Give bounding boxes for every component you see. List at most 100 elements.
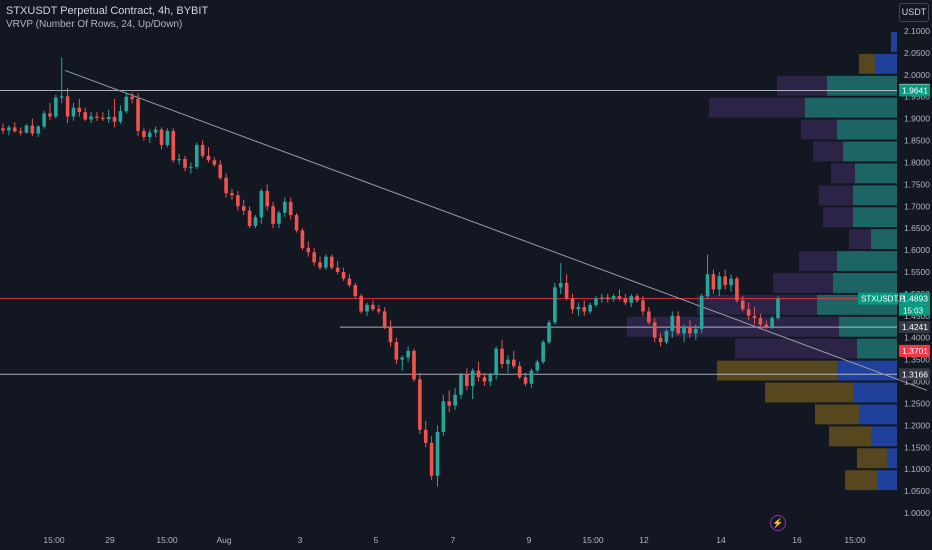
candle-body-24 (142, 130, 146, 138)
candle-body-104 (611, 296, 616, 300)
vp-row-down-17 (709, 97, 805, 118)
vp-row-down-14 (831, 163, 855, 184)
candle-body-123 (723, 276, 727, 286)
candle-body-6 (36, 126, 41, 134)
candle-body-54 (318, 262, 322, 268)
price-tick-label-14: 1.7000 (904, 201, 930, 211)
candle-body-118 (694, 328, 698, 334)
time-tick-label-8: 15:00 (582, 535, 604, 545)
candle-body-89 (523, 377, 528, 384)
hline-label-0-bg (899, 84, 930, 97)
time-tick-label-9: 12 (639, 535, 649, 545)
vp-row-up-5 (837, 360, 897, 381)
candlesticks (1, 57, 780, 487)
price-tick-label-11: 1.5500 (904, 267, 930, 277)
candle-body-113 (664, 331, 669, 343)
candle-body-132 (776, 298, 780, 319)
candle-body-59 (347, 278, 352, 286)
candle-body-23 (136, 98, 140, 131)
vp-row-down-16 (801, 119, 837, 140)
candle-body-88 (517, 366, 522, 378)
vp-row-up-2 (871, 426, 897, 447)
candle-body-73 (429, 442, 434, 476)
symbol-tag-bg (858, 292, 898, 305)
hline-label-1: 1.4893 (902, 294, 928, 304)
candle-body-36 (212, 160, 217, 165)
price-tick-label-7: 1.3500 (904, 355, 930, 365)
trendline[interactable] (64, 69, 928, 391)
candle-body-5 (30, 125, 35, 134)
vp-row-up-13 (853, 185, 897, 206)
candle-body-20 (118, 111, 123, 122)
candle-body-56 (329, 256, 334, 268)
candle-body-57 (335, 267, 340, 272)
price-tick-label-20: 2.0000 (904, 70, 930, 80)
candle-body-122 (717, 276, 722, 290)
currency-button[interactable]: USDT (899, 3, 929, 22)
candle-body-17 (101, 117, 105, 120)
candle-body-48 (283, 201, 287, 213)
candle-body-110 (647, 311, 651, 323)
candle-body-10 (59, 96, 64, 98)
candle-body-82 (482, 377, 487, 382)
time-tick-label-1: 29 (105, 535, 115, 545)
price-tick-label-16: 1.8000 (904, 157, 930, 167)
hline-label-1-bg (899, 292, 930, 305)
price-tick-label-5: 1.2500 (904, 398, 930, 408)
candle-body-27 (159, 129, 164, 145)
candle-body-103 (605, 297, 610, 300)
hline-label-2: 1.4241 (902, 322, 928, 332)
candle-body-34 (200, 144, 205, 156)
time-tick-label-11: 16 (792, 535, 802, 545)
vp-row-up-10 (837, 251, 897, 271)
price-tick-label-2: 1.1000 (904, 464, 930, 474)
indicator-label[interactable]: VRVP (Number Of Rows, 24, Up/Down) (6, 19, 183, 30)
candle-body-105 (617, 296, 622, 299)
price-tick-label-19: 1.9500 (904, 92, 930, 102)
candle-body-112 (658, 337, 663, 343)
candle-body-107 (629, 296, 634, 303)
vp-row-down-1 (857, 448, 887, 469)
price-labels: 1.96561.48861.37011.96411.4893STXUSDT.P1… (858, 83, 930, 381)
candle-body-42 (247, 210, 252, 226)
candle-body-63 (371, 304, 375, 310)
candle-body-18 (106, 116, 111, 120)
price-tick-label-3: 1.1500 (904, 442, 930, 452)
vp-row-down-8 (697, 294, 817, 315)
candle-body-127 (746, 309, 751, 316)
candle-body-8 (48, 113, 52, 117)
candle-body-74 (435, 431, 440, 476)
candle-body-84 (494, 348, 498, 375)
vp-row-up-19 (875, 53, 897, 74)
price-tick-label-18: 1.9000 (904, 114, 930, 124)
price-tick-label-12: 1.6000 (904, 245, 930, 255)
price-tick-label-21: 2.0500 (904, 48, 930, 58)
candle-body-19 (112, 116, 117, 122)
candle-body-7 (42, 113, 46, 127)
candle-body-77 (453, 394, 457, 406)
candle-body-85 (500, 348, 504, 365)
candle-body-67 (394, 342, 399, 360)
candle-body-87 (511, 359, 516, 367)
candle-body-44 (259, 190, 264, 218)
trendline-segment (64, 69, 928, 391)
vp-row-down-9 (773, 273, 833, 293)
candle-body-39 (230, 193, 234, 196)
time-axis[interactable]: 15:00 29 15:00 Aug 3 5 7 9 15:00 12 14 16 15:00 (43, 535, 866, 545)
lightning-icon[interactable]: ⚡ (770, 515, 786, 531)
price-axis[interactable]: 1.0000 1.0500 1.1000 1.1500 1.2000 1.2500 1.30… (904, 26, 930, 518)
vp-row-down-12 (823, 207, 853, 228)
time-tick-label-6: 7 (451, 535, 456, 545)
candle-body-65 (382, 311, 387, 327)
candle-body-70 (412, 350, 416, 380)
candle-body-38 (224, 177, 228, 194)
candle-body-125 (735, 278, 739, 301)
candle-body-37 (218, 164, 223, 178)
price-tick-label-13: 1.6500 (904, 223, 930, 233)
candle-body-64 (376, 309, 381, 312)
hline-label-3: 1.3166 (902, 369, 928, 379)
candle-body-52 (306, 247, 311, 253)
candle-body-60 (353, 285, 358, 297)
hline-label-2-bg (899, 321, 930, 334)
